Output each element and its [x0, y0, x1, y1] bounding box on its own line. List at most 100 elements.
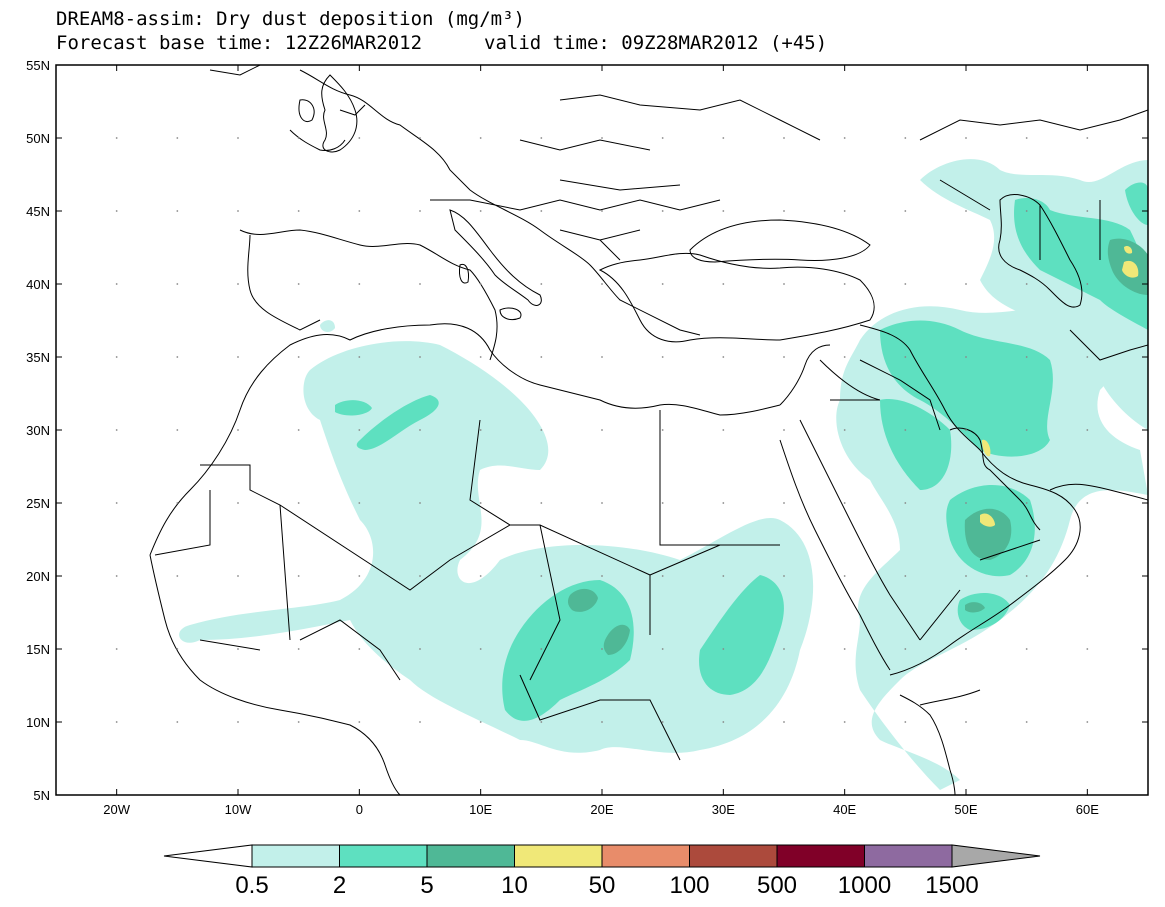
grid-dot	[965, 137, 967, 139]
grid-dot	[965, 502, 967, 504]
grid-dot	[297, 210, 300, 212]
grid-dot	[965, 575, 967, 577]
colorbar-swatch	[601, 844, 690, 868]
grid-dot	[1086, 283, 1089, 285]
lon-tick-label: 10E	[469, 802, 492, 817]
grid-dot	[965, 429, 967, 431]
lon-tick-label: 20W	[103, 802, 130, 817]
grid-dot	[904, 575, 907, 577]
dust-field	[179, 159, 1148, 790]
grid-dot	[419, 502, 421, 504]
colorbar-low-arrow	[163, 844, 253, 868]
grid-dot	[540, 502, 543, 504]
lon-tick-label: 60E	[1076, 802, 1099, 817]
grid-dot	[176, 502, 179, 504]
grid-dot	[540, 721, 543, 723]
lat-tick-label: 5N	[33, 788, 50, 803]
grid-dot	[540, 137, 543, 139]
grid-dot	[783, 648, 785, 650]
grid-dot	[965, 648, 967, 650]
grid-dot	[843, 283, 846, 285]
grid-dot	[176, 210, 179, 212]
grid-dot	[1086, 502, 1089, 504]
grid-dot	[237, 575, 239, 577]
grid-dot	[297, 356, 300, 358]
grid-dot	[1086, 648, 1089, 650]
lat-tick-label: 10N	[26, 715, 50, 730]
grid-dot	[904, 137, 907, 139]
grid-dot	[237, 429, 239, 431]
grid-dot	[661, 575, 664, 577]
colorbar-label: 1500	[925, 872, 978, 899]
grid-dot	[540, 210, 543, 212]
grid-dots	[115, 137, 1089, 723]
grid-dot	[115, 648, 118, 650]
colorbar-label: 50	[589, 872, 616, 899]
grid-dot	[237, 137, 239, 139]
grid-dot	[237, 356, 239, 358]
grid-dot	[115, 137, 118, 139]
colorbar-swatch	[339, 844, 428, 868]
grid-dot	[601, 356, 603, 358]
grid-dot	[176, 721, 179, 723]
grid-dot	[722, 210, 725, 212]
grid-dot	[419, 283, 421, 285]
colorbar-label: 5	[420, 872, 433, 899]
grid-dot	[176, 648, 179, 650]
grid-dot	[1086, 429, 1089, 431]
grid-dot	[661, 502, 664, 504]
colorbar-label: 500	[757, 872, 797, 899]
grid-dot	[1025, 283, 1028, 285]
colorbar-swatch	[776, 844, 865, 868]
colorbar-swatch	[864, 844, 953, 868]
colorbar-label: 0.5	[235, 872, 268, 899]
grid-dot	[176, 575, 179, 577]
map-title: DREAM8-assim: Dry dust deposition (mg/m³…	[56, 8, 525, 30]
grid-dot	[843, 429, 846, 431]
grid-dot	[722, 721, 725, 723]
grid-dot	[540, 356, 543, 358]
grid-dot	[783, 356, 785, 358]
grid-dot	[540, 429, 543, 431]
grid-dot	[358, 356, 361, 358]
grid-dot	[601, 137, 603, 139]
grid-dot	[722, 429, 725, 431]
grid-dot	[358, 575, 361, 577]
valid-time: valid time: 09Z28MAR2012 (+45)	[484, 32, 828, 54]
grid-dot	[904, 210, 907, 212]
grid-dot	[1086, 575, 1089, 577]
grid-dot	[358, 137, 361, 139]
grid-dot	[965, 283, 967, 285]
grid-dot	[722, 356, 725, 358]
colorbar-label: 100	[669, 872, 709, 899]
grid-dot	[783, 210, 785, 212]
grid-dot	[237, 648, 239, 650]
grid-dot	[661, 429, 664, 431]
grid-dot	[479, 575, 482, 577]
lon-tick-label: 30E	[712, 802, 735, 817]
lat-tick-label: 35N	[26, 350, 50, 365]
grid-dot	[843, 210, 846, 212]
colorbar-label: 10	[501, 872, 528, 899]
colorbar-swatch	[426, 844, 515, 868]
grid-dot	[1025, 648, 1028, 650]
grid-dot	[115, 356, 118, 358]
grid-dot	[297, 648, 300, 650]
colorbar: 0.5 2 5 10 50 100 500 1000 1500	[163, 844, 1041, 899]
grid-dot	[1086, 721, 1089, 723]
dust-level-5	[567, 238, 1148, 655]
grid-dot	[176, 283, 179, 285]
grid-dot	[479, 429, 482, 431]
grid-dot	[722, 575, 725, 577]
grid-dot	[1025, 429, 1028, 431]
grid-dot	[783, 502, 785, 504]
grid-dot	[115, 721, 118, 723]
grid-dot	[540, 648, 543, 650]
grid-dot	[297, 283, 300, 285]
grid-dot	[661, 210, 664, 212]
grid-dot	[661, 648, 664, 650]
lon-tick-label: 0	[356, 802, 363, 817]
grid-dot	[843, 575, 846, 577]
grid-dot	[783, 721, 785, 723]
grid-dot	[479, 356, 482, 358]
